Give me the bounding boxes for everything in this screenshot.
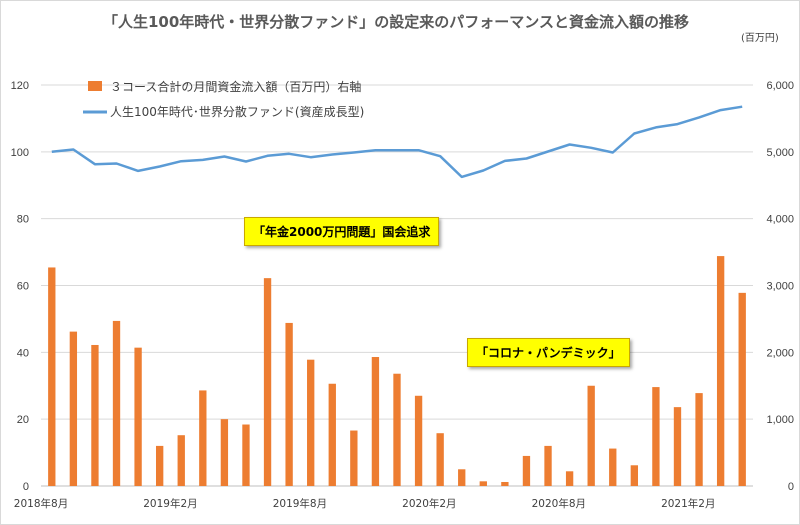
- right-axis-tick-label: 2,000: [766, 347, 794, 359]
- right-axis-tick-label: 1,000: [766, 414, 794, 426]
- inflow-bar: [630, 465, 639, 486]
- left-axis-ticks: 0 20 40 60 80 100 120: [11, 80, 29, 493]
- chart-title: 「人生100年時代・世界分散ファンド」の設定来のパフォーマンスと資金流入額の推移: [102, 13, 689, 31]
- left-axis-tick-label: 100: [11, 147, 29, 159]
- inflow-bar: [414, 395, 423, 486]
- right-axis-unit: (百万円): [741, 33, 779, 44]
- left-axis-tick-label: 120: [11, 80, 29, 92]
- x-axis-tick-label: 2019年2月: [143, 497, 197, 510]
- x-axis-tick-label: 2021年2月: [661, 497, 715, 510]
- inflow-bar: [48, 267, 56, 486]
- inflow-bar: [609, 448, 617, 486]
- inflow-bar: [328, 383, 336, 486]
- inflow-bar: [565, 471, 574, 486]
- inflow-bar: [695, 393, 703, 486]
- inflow-bar: [69, 331, 78, 486]
- x-axis-tick-label: 2020年8月: [532, 497, 586, 510]
- inflow-bar: [155, 445, 164, 486]
- legend-line-label: 人生100年時代･世界分散ファンド(資産成長型): [110, 104, 364, 119]
- inflow-bar: [501, 481, 509, 486]
- inflow-bar: [307, 359, 315, 486]
- right-axis-tick-label: 5,000: [766, 147, 794, 159]
- legend-bar-label: ３コース合計の月間資金流入額（百万円）右軸: [110, 79, 361, 94]
- inflow-bar: [738, 292, 746, 486]
- left-axis-tick-label: 60: [17, 281, 29, 293]
- inflow-bar: [220, 419, 229, 486]
- inflow-bar: [371, 357, 380, 486]
- x-axis-tick-label: 2019年8月: [273, 497, 327, 510]
- inflow-bar: [263, 278, 272, 486]
- left-axis-tick-label: 0: [23, 481, 29, 493]
- inflow-bar: [587, 385, 595, 486]
- right-axis-tick-label: 3,000: [766, 281, 794, 293]
- inflow-bar: [458, 469, 466, 486]
- inflow-bar: [544, 445, 552, 486]
- inflow-bar: [134, 347, 142, 486]
- inflow-bar: [393, 373, 401, 486]
- inflow-bar: [652, 387, 660, 486]
- x-axis-tick-label: 2018年8月: [14, 497, 68, 510]
- inflow-bar: [522, 455, 531, 486]
- inflow-bars: [48, 256, 746, 486]
- inflow-bar: [242, 424, 250, 486]
- legend-bar-swatch: [88, 81, 102, 91]
- inflow-bar: [91, 344, 99, 486]
- right-axis-tick-label: 4,000: [766, 214, 794, 226]
- left-axis-tick-label: 80: [17, 214, 29, 226]
- performance-line: [51, 105, 743, 179]
- right-axis-tick-label: 0: [788, 481, 794, 493]
- annotation-corona-pandemic: 「コロナ・パンデミック」: [467, 338, 630, 367]
- right-axis-tick-label: 6,000: [766, 80, 794, 92]
- annotation-pension-issue: 「年金2000万円問題」国会追求: [244, 217, 440, 246]
- x-axis-ticks: 2018年8月 2019年2月 2019年8月 2020年2月 2020年8月 2021年…: [14, 497, 716, 510]
- x-axis-tick-label: 2020年2月: [402, 497, 456, 510]
- left-axis-tick-label: 40: [17, 347, 29, 359]
- left-axis-tick-label: 20: [17, 414, 29, 426]
- inflow-bar: [112, 320, 121, 486]
- inflow-bar: [177, 435, 185, 486]
- inflow-bar: [673, 407, 682, 486]
- right-axis-ticks: 0 1,000 2,000 3,000 4,000 5,000 6,000: [766, 80, 794, 493]
- inflow-bar: [285, 322, 293, 486]
- inflow-bar: [350, 430, 358, 486]
- legend: ３コース合計の月間資金流入額（百万円）右軸 人生100年時代･世界分散ファンド(…: [83, 79, 364, 119]
- inflow-bar: [716, 256, 725, 486]
- inflow-bar: [479, 481, 487, 486]
- performance-line-path: [51, 105, 743, 179]
- inflow-bar: [436, 433, 444, 486]
- inflow-bar: [199, 390, 207, 486]
